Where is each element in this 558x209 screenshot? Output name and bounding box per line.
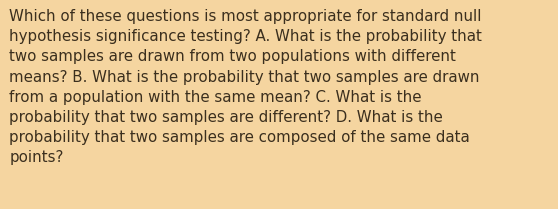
- Text: Which of these questions is most appropriate for standard null
hypothesis signif: Which of these questions is most appropr…: [9, 9, 482, 165]
